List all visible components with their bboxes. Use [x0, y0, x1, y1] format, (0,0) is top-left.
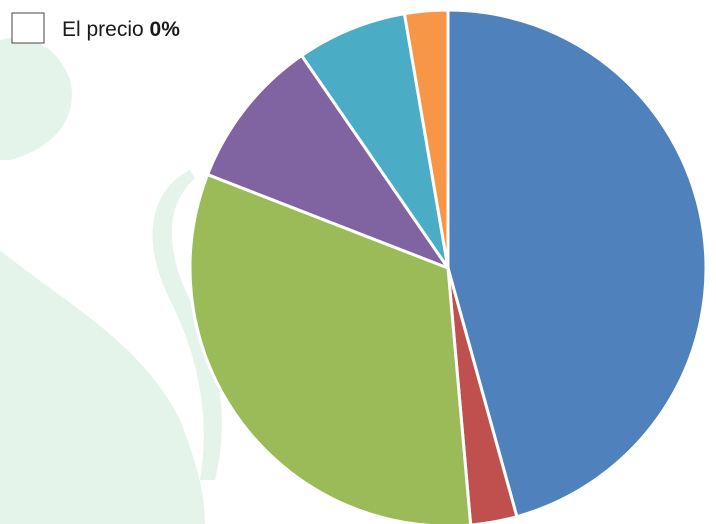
legend-swatch	[12, 13, 44, 43]
background-decoration	[0, 37, 222, 524]
pie	[190, 10, 706, 524]
legend-label: El precio 0%	[62, 18, 180, 41]
legend-text: El precio	[62, 18, 144, 41]
legend-value: 0%	[150, 18, 181, 41]
chart: El precio 0%	[0, 0, 716, 524]
